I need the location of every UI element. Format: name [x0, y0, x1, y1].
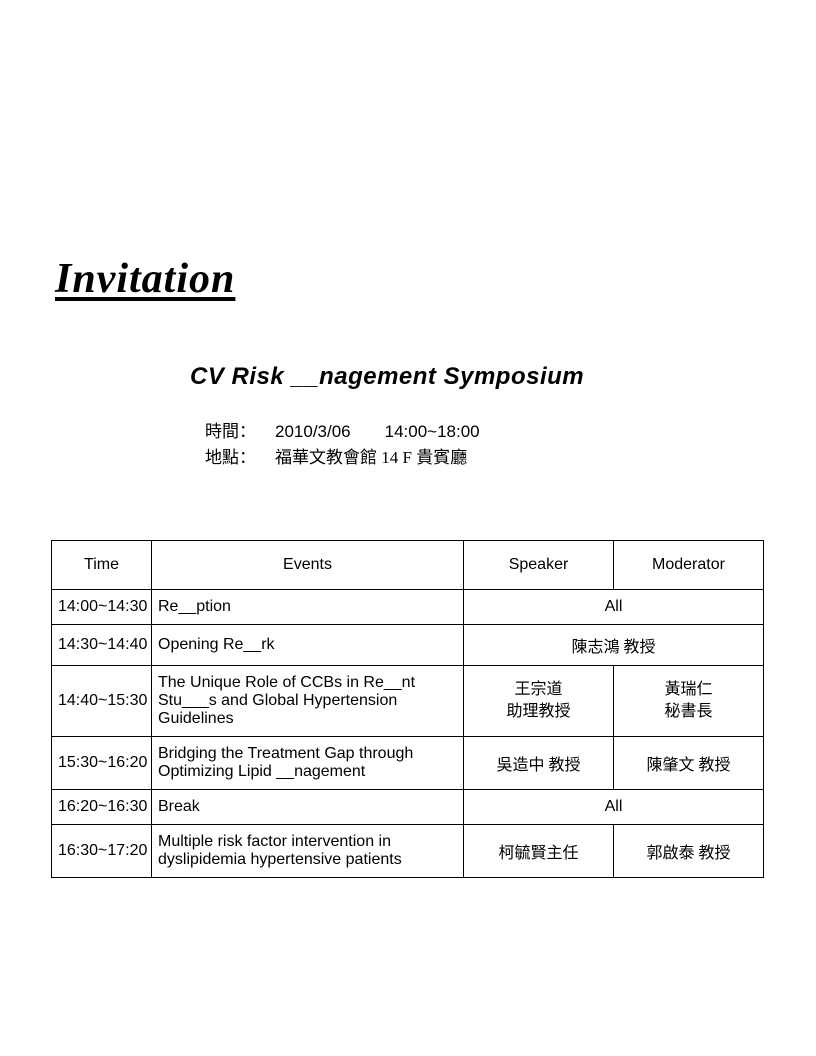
cell-event: Bridging the Treatment Gap through Optim…: [152, 737, 464, 790]
cell-time: 14:40~15:30: [52, 666, 152, 737]
invitation-heading: Invitation: [55, 255, 766, 303]
cell-time: 14:30~14:40: [52, 625, 152, 666]
cell-speaker: 吳造中 教授: [464, 737, 614, 790]
cell-time: 14:00~14:30: [52, 590, 152, 625]
schedule-table: Time Events Speaker Moderator 14:00~14:3…: [51, 540, 764, 878]
cell-event: Multiple risk factor intervention in dys…: [152, 825, 464, 878]
cell-moderator: 陳肇文 教授: [614, 737, 764, 790]
speaker-line: 助理教授: [470, 701, 607, 723]
moderator-line: 黃瑞仁: [620, 679, 757, 701]
cell-time: 15:30~16:20: [52, 737, 152, 790]
cell-merged: All: [464, 590, 764, 625]
cell-time: 16:30~17:20: [52, 825, 152, 878]
cell-event: Re__ption: [152, 590, 464, 625]
cell-moderator: 黃瑞仁 秘書長: [614, 666, 764, 737]
table-row: 15:30~16:20 Bridging the Treatment Gap t…: [52, 737, 764, 790]
cell-merged: All: [464, 790, 764, 825]
col-events: Events: [152, 541, 464, 590]
time-value: 2010/3/06 14:00~18:00: [275, 419, 480, 445]
symposium-title: CV Risk __nagement Symposium: [190, 363, 766, 391]
table-row: 14:30~14:40 Opening Re__rk 陳志鴻 教授: [52, 625, 764, 666]
meta-block: 時間： 2010/3/06 14:00~18:00 地點： 福華文教會館 14 …: [205, 419, 766, 470]
cell-event: Opening Re__rk: [152, 625, 464, 666]
table-row: 14:40~15:30 The Unique Role of CCBs in R…: [52, 666, 764, 737]
col-moderator: Moderator: [614, 541, 764, 590]
table-row: 14:00~14:30 Re__ption All: [52, 590, 764, 625]
speaker-line: 王宗道: [470, 679, 607, 701]
cell-speaker: 王宗道 助理教授: [464, 666, 614, 737]
time-label: 時間：: [205, 419, 275, 445]
cell-speaker: 柯毓賢主任: [464, 825, 614, 878]
cell-merged: 陳志鴻 教授: [464, 625, 764, 666]
table-row: 16:30~17:20 Multiple risk factor interve…: [52, 825, 764, 878]
table-header-row: Time Events Speaker Moderator: [52, 541, 764, 590]
moderator-line: 秘書長: [620, 701, 757, 723]
cell-event: The Unique Role of CCBs in Re__nt Stu___…: [152, 666, 464, 737]
place-value: 福華文教會館 14 F 貴賓廳: [275, 445, 467, 471]
cell-event: Break: [152, 790, 464, 825]
col-time: Time: [52, 541, 152, 590]
place-label: 地點：: [205, 445, 275, 471]
table-row: 16:20~16:30 Break All: [52, 790, 764, 825]
cell-moderator: 郭啟泰 教授: [614, 825, 764, 878]
cell-time: 16:20~16:30: [52, 790, 152, 825]
col-speaker: Speaker: [464, 541, 614, 590]
